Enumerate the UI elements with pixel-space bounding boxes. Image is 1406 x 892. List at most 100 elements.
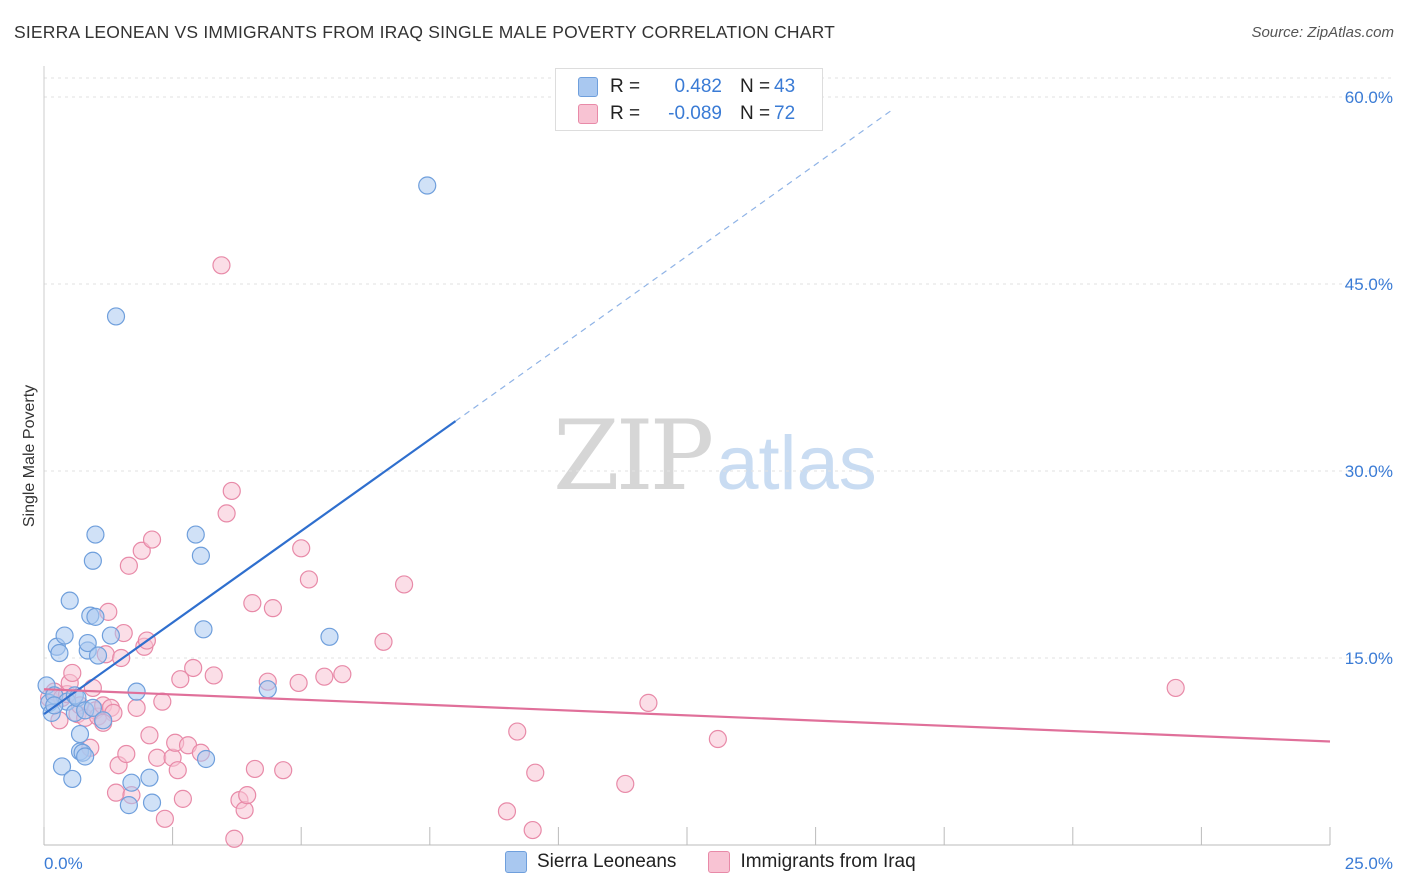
point-sierra-leonean xyxy=(122,773,141,792)
point-sierra-leonean xyxy=(63,769,82,789)
point-sierra-leonean xyxy=(88,646,108,665)
trend-line-immigrants-iraq xyxy=(43,688,1331,743)
point-immigrant-iraq xyxy=(708,729,727,749)
point-immigrant-iraq xyxy=(63,663,82,683)
point-sierra-leonean xyxy=(196,749,216,769)
legend-swatch-blue xyxy=(578,77,598,97)
point-sierra-leonean xyxy=(86,525,105,544)
chart-title: SIERRA LEONEAN VS IMMIGRANTS FROM IRAQ S… xyxy=(14,22,836,42)
point-immigrant-iraq xyxy=(1166,678,1185,698)
legend-r-label: R = xyxy=(610,103,641,124)
point-immigrant-iraq xyxy=(616,774,635,794)
legend-row-immigrants-iraq: R = -0.089 N = 72 xyxy=(578,101,795,127)
point-sierra-leonean xyxy=(191,546,210,565)
point-immigrant-iraq xyxy=(173,789,192,808)
point-sierra-leonean xyxy=(60,591,79,610)
trend-line-sierra-leoneans-extension xyxy=(455,108,894,422)
trend-lines xyxy=(43,108,1331,743)
point-immigrant-iraq xyxy=(243,594,262,613)
point-immigrant-iraq xyxy=(508,722,527,741)
point-sierra-leonean xyxy=(83,698,102,717)
legend-label-immigrants-iraq: Immigrants from Iraq xyxy=(740,851,916,872)
point-immigrant-iraq xyxy=(171,670,190,689)
point-immigrant-iraq xyxy=(184,658,203,678)
point-immigrant-iraq xyxy=(292,539,311,558)
point-sierra-leonean xyxy=(50,643,69,663)
point-immigrant-iraq xyxy=(274,761,293,780)
legend-item-sierra-leoneans: Sierra Leoneans xyxy=(505,851,676,873)
point-immigrant-iraq xyxy=(222,481,241,501)
legend-swatch-pink xyxy=(708,851,731,873)
point-sierra-leonean xyxy=(140,768,159,787)
point-sierra-leonean xyxy=(142,793,162,812)
point-immigrant-iraq xyxy=(497,802,517,821)
point-immigrant-iraq xyxy=(106,783,126,802)
point-sierra-leonean xyxy=(70,724,90,744)
legend-r-value: -0.089 xyxy=(668,103,722,124)
correlation-legend: R = 0.482 N = 43 R = -0.089 N = 72 xyxy=(555,68,823,131)
point-sierra-leonean xyxy=(418,176,437,195)
point-immigrant-iraq xyxy=(127,698,146,717)
point-sierra-leonean xyxy=(101,626,120,645)
point-sierra-leonean xyxy=(52,757,72,776)
watermark-atlas: atlas xyxy=(716,421,877,506)
point-immigrant-iraq xyxy=(639,693,658,712)
legend-n-label: N = xyxy=(740,103,771,124)
point-immigrant-iraq xyxy=(119,556,138,575)
y-tick-label: 30.0% xyxy=(1345,462,1393,481)
x-tick-label: 0.0% xyxy=(44,854,83,873)
series-legend: Sierra Leoneans Immigrants from Iraq xyxy=(505,851,948,873)
point-immigrant-iraq xyxy=(212,256,231,275)
point-immigrant-iraq xyxy=(148,748,167,767)
point-immigrant-iraq xyxy=(153,692,172,711)
point-immigrant-iraq xyxy=(155,809,174,828)
legend-r-label: R = xyxy=(610,76,641,97)
legend-r-value: 0.482 xyxy=(674,76,722,97)
y-axis-label: Single Male Poverty xyxy=(21,385,38,527)
point-immigrant-iraq xyxy=(526,763,545,782)
point-immigrant-iraq xyxy=(263,599,283,618)
point-immigrant-iraq xyxy=(299,570,319,589)
point-immigrant-iraq xyxy=(289,673,308,693)
point-sierra-leonean xyxy=(258,680,277,699)
point-immigrant-iraq xyxy=(245,759,265,779)
point-sierra-leonean xyxy=(55,626,74,645)
data-points xyxy=(37,176,1185,848)
point-immigrant-iraq xyxy=(117,744,136,764)
point-immigrant-iraq xyxy=(132,541,151,560)
legend-n-value: 72 xyxy=(774,103,796,124)
source-label: Source: ZipAtlas.com xyxy=(1251,24,1394,41)
point-immigrant-iraq xyxy=(333,665,352,684)
axis-labels: 15.0% 30.0% 45.0% 60.0% 0.0% 25.0% Single Male… xyxy=(21,88,1393,873)
point-immigrant-iraq xyxy=(235,800,254,820)
point-sierra-leonean xyxy=(106,307,126,326)
point-immigrant-iraq xyxy=(394,575,414,594)
point-sierra-leonean xyxy=(83,551,102,570)
point-sierra-leonean xyxy=(86,607,105,626)
legend-label-sierra-leoneans: Sierra Leoneans xyxy=(537,851,677,872)
watermark: ZIPatlas xyxy=(553,400,877,512)
point-immigrant-iraq xyxy=(204,666,223,685)
point-immigrant-iraq xyxy=(238,786,257,805)
point-immigrant-iraq xyxy=(225,829,244,848)
legend-n-label: N = xyxy=(740,76,771,97)
y-tick-label: 15.0% xyxy=(1345,649,1393,668)
x-tick-label: 25.0% xyxy=(1345,854,1393,873)
point-immigrant-iraq xyxy=(140,726,159,745)
axes xyxy=(43,66,1331,846)
legend-swatch-blue xyxy=(505,851,527,873)
point-immigrant-iraq xyxy=(142,530,162,549)
point-immigrant-iraq xyxy=(315,667,334,686)
point-immigrant-iraq xyxy=(523,820,542,840)
point-sierra-leonean xyxy=(194,620,213,639)
legend-row-sierra-leoneans: R = 0.482 N = 43 xyxy=(578,74,795,100)
point-immigrant-iraq xyxy=(168,761,187,780)
point-sierra-leonean xyxy=(119,796,138,815)
legend-item-immigrants-iraq: Immigrants from Iraq xyxy=(708,851,916,873)
watermark-zip: ZIP xyxy=(553,400,714,512)
y-tick-label: 45.0% xyxy=(1345,275,1393,294)
y-tick-label: 60.0% xyxy=(1345,88,1393,107)
point-immigrant-iraq xyxy=(374,632,393,651)
trend-line-sierra-leoneans xyxy=(43,420,457,715)
